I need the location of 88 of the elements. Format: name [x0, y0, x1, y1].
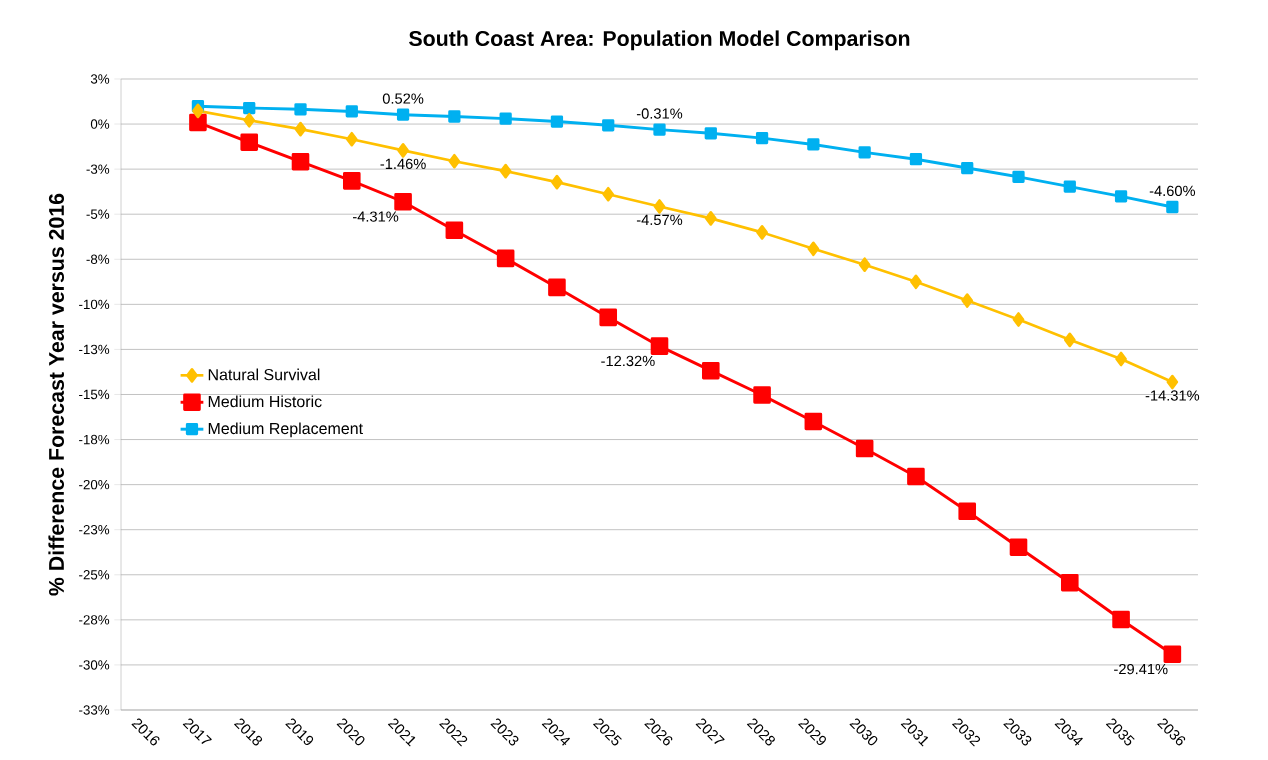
chart-title: South Coast Area: Population Model Comparison	[409, 30, 910, 51]
point	[396, 108, 410, 121]
point	[499, 163, 512, 179]
point	[448, 110, 461, 123]
point	[755, 131, 769, 145]
point	[394, 192, 412, 211]
point	[1063, 180, 1076, 193]
point	[342, 172, 361, 190]
point	[294, 121, 307, 137]
data-label: -12.32%	[601, 355, 655, 367]
legend-label: Natural Survival	[208, 368, 320, 381]
point	[397, 143, 409, 158]
point	[1063, 332, 1076, 348]
point	[602, 119, 615, 132]
point	[653, 123, 666, 136]
legend-label: Medium Replacement	[208, 422, 363, 438]
point	[1115, 351, 1127, 367]
point	[243, 112, 256, 128]
data-label: -4.31%	[352, 211, 399, 222]
point	[858, 146, 871, 159]
point	[496, 249, 515, 268]
data-label: -1.46%	[380, 158, 426, 170]
point	[858, 257, 871, 273]
point	[1114, 190, 1128, 203]
y-tick-label: -25%	[79, 570, 110, 580]
point	[1012, 312, 1025, 327]
point	[291, 152, 310, 171]
y-tick-label: -28%	[79, 615, 110, 625]
point	[548, 278, 566, 297]
y-tick-label: -10%	[79, 299, 110, 310]
point	[650, 337, 669, 355]
data-label: -29.41%	[1114, 663, 1168, 675]
y-axis-title: % Difference Forecast Year versus 2016	[48, 193, 65, 596]
y-tick-label: -30%	[79, 660, 110, 670]
y-tick-label: -33%	[79, 705, 110, 715]
point	[701, 361, 720, 380]
point	[804, 412, 823, 431]
point	[599, 308, 618, 327]
point	[192, 103, 204, 119]
legend-label: Medium Historic	[208, 395, 322, 408]
point	[909, 153, 923, 166]
y-tick-label: -3%	[86, 164, 110, 174]
point	[756, 225, 768, 240]
point	[958, 502, 977, 521]
point	[550, 115, 564, 128]
point	[1166, 374, 1179, 390]
point	[243, 101, 256, 115]
point	[653, 199, 666, 214]
point	[602, 186, 615, 202]
point	[1060, 573, 1079, 592]
point	[1163, 645, 1182, 664]
point	[961, 161, 974, 175]
y-tick-label: -15%	[79, 389, 110, 400]
data-label: 0.52%	[382, 93, 424, 104]
point	[551, 174, 563, 190]
point	[704, 211, 717, 226]
y-tick-label: -20%	[79, 479, 110, 490]
data-label: -4.57%	[636, 214, 683, 226]
point	[499, 112, 512, 125]
point	[448, 153, 461, 169]
point	[807, 138, 820, 151]
y-tick-label: -23%	[79, 524, 110, 535]
y-tick-label: -8%	[86, 254, 110, 264]
point	[345, 105, 358, 118]
point	[1166, 200, 1179, 214]
y-tick-label: -18%	[79, 434, 110, 445]
point	[907, 467, 925, 486]
data-label: -14.31%	[1145, 390, 1200, 401]
point	[189, 113, 207, 132]
y-tick-label: 3%	[90, 74, 110, 84]
y-tick-label: 0%	[90, 119, 110, 129]
point	[855, 439, 874, 458]
point	[1009, 538, 1028, 556]
y-tick-label: -5%	[86, 209, 110, 219]
point	[294, 103, 307, 116]
point	[807, 241, 820, 257]
point	[1112, 610, 1130, 629]
data-label: -0.31%	[636, 108, 683, 119]
point	[445, 221, 464, 240]
point	[345, 131, 358, 147]
y-tick-label: -13%	[79, 344, 110, 355]
point	[1012, 170, 1025, 184]
point	[910, 274, 922, 290]
point	[704, 127, 717, 140]
point	[240, 133, 259, 152]
point	[753, 386, 771, 404]
data-label: -4.60%	[1149, 185, 1196, 197]
point	[961, 293, 974, 308]
